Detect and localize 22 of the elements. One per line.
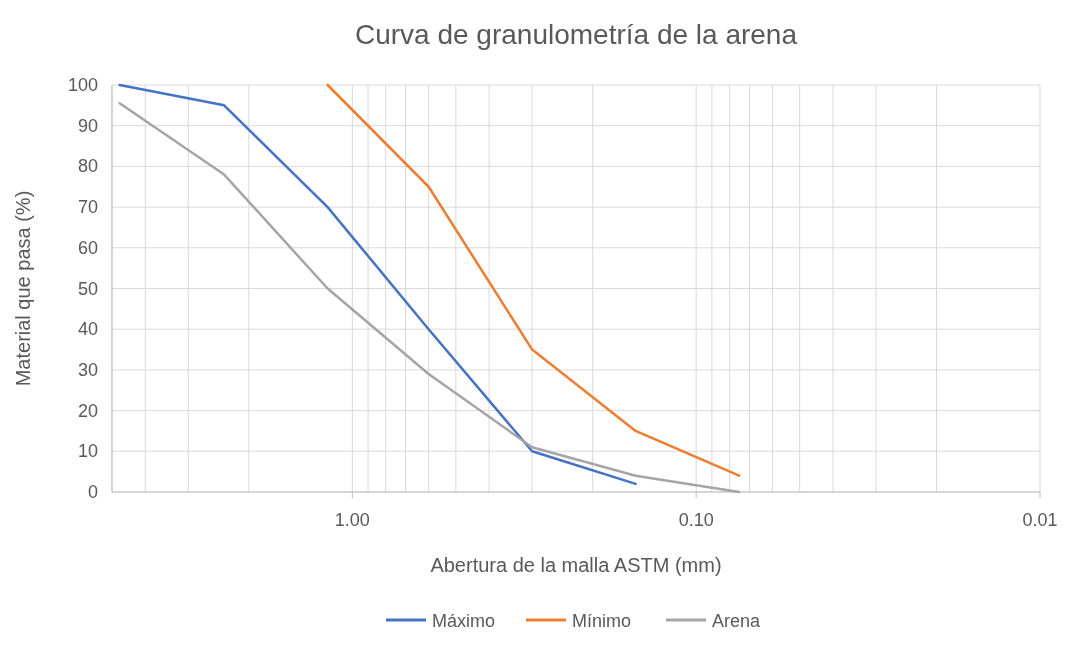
legend-label: Mínimo: [572, 611, 632, 631]
chart-title: Curva de granulometría de la arena: [354, 19, 798, 50]
x-tick-label: 1.00: [334, 510, 370, 530]
y-tick-label: 20: [77, 400, 98, 421]
y-tick-label: 90: [77, 115, 98, 136]
y-axis-title: Material que pasa (%): [12, 190, 34, 387]
y-tick-label: 100: [67, 75, 98, 95]
y-tick-label: 0: [87, 482, 98, 502]
y-tick-label: 40: [77, 319, 98, 340]
x-tick-label: 0.10: [678, 510, 714, 530]
x-tick-label: 0.01: [1022, 510, 1058, 530]
x-axis-title: Abertura de la malla ASTM (mm): [430, 554, 722, 576]
y-tick-label: 70: [77, 197, 98, 218]
y-tick-label: 50: [77, 278, 98, 299]
line-series: [118, 102, 741, 494]
y-tick-label: 30: [77, 359, 98, 380]
y-tick-label: 60: [77, 237, 98, 258]
y-tick-label: 10: [77, 441, 98, 462]
line-series: [118, 83, 637, 486]
y-tick-label: 80: [77, 156, 98, 177]
legend-label: Arena: [712, 611, 762, 631]
legend-label: Máximo: [432, 611, 496, 631]
